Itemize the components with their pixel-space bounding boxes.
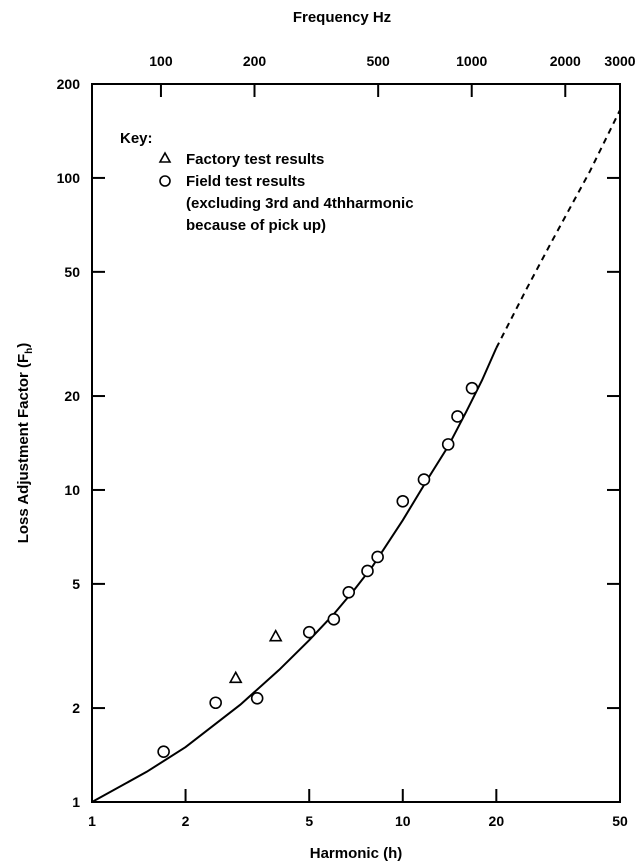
x-axis-title: Harmonic (h) (310, 845, 403, 862)
y-axis-title-close: ) (15, 343, 32, 348)
factory-test-point (228, 670, 243, 684)
legend-title: Key: (120, 130, 153, 147)
field-test-point (250, 691, 264, 705)
y-axis-title: Loss Adjustment Factor (Fh) (15, 343, 35, 544)
x-tick-label: 10 (395, 813, 411, 829)
y-tick-label: 50 (64, 264, 80, 280)
y-tick-label: 5 (72, 576, 80, 592)
top-tick-label: 1000 (456, 53, 487, 69)
x-tick-label: 1 (88, 813, 96, 829)
field-test-point (396, 494, 410, 508)
field-test-point (417, 473, 431, 486)
data-points (157, 381, 479, 758)
field-test-point (209, 696, 222, 710)
field-test-point (361, 564, 374, 578)
plot-frame (91, 83, 621, 803)
field-test-point (451, 410, 464, 423)
extrapolated-curve (495, 109, 621, 349)
legend-circle-marker (159, 175, 171, 187)
field-test-point (342, 585, 356, 599)
field-test-point (157, 745, 170, 758)
x-tick-label: 5 (305, 813, 313, 829)
top-tick-label: 200 (243, 53, 267, 69)
top-tick-label: 100 (149, 53, 173, 69)
legend-entry-field: Field test results (186, 173, 305, 190)
y-tick-label: 10 (64, 482, 80, 498)
field-test-point (371, 550, 384, 564)
legend-triangle-marker (158, 151, 172, 163)
factory-test-point (268, 629, 283, 642)
y-tick-label: 1 (72, 794, 80, 810)
legend-note-line-1: (excluding 3rd and 4thharmonic (186, 195, 414, 212)
legend: Key: Factory test results Field test res… (120, 130, 414, 234)
field-test-point (327, 613, 341, 626)
y-tick-label: 100 (57, 170, 81, 186)
x-tick-label: 50 (612, 813, 628, 829)
fit-curves (91, 109, 621, 803)
y-tick-label: 2 (72, 700, 80, 716)
field-test-point (441, 438, 455, 451)
y-axis-title-main: Loss Adjustment Factor (F (15, 354, 32, 543)
legend-entry-factory: Factory test results (186, 151, 324, 168)
top-tick-label: 3000 (604, 53, 635, 69)
axis-ticks: 1 2 5 10 20 50 1 2 5 10 20 50 100 200 100 200 500 1000 200… (57, 53, 636, 829)
y-axis-title-subscript: h (24, 348, 35, 354)
legend-note-line-2: because of pick up) (186, 217, 326, 234)
x-tick-label: 2 (182, 813, 190, 829)
field-test-point (302, 625, 316, 639)
top-tick-label: 500 (366, 53, 390, 69)
top-axis-title: Frequency Hz (293, 9, 391, 26)
fitted-curve (91, 347, 498, 803)
top-tick-label: 2000 (550, 53, 581, 69)
x-tick-label: 20 (489, 813, 505, 829)
field-test-point (465, 381, 479, 395)
y-tick-label: 20 (64, 388, 80, 404)
y-tick-label: 200 (57, 76, 81, 92)
